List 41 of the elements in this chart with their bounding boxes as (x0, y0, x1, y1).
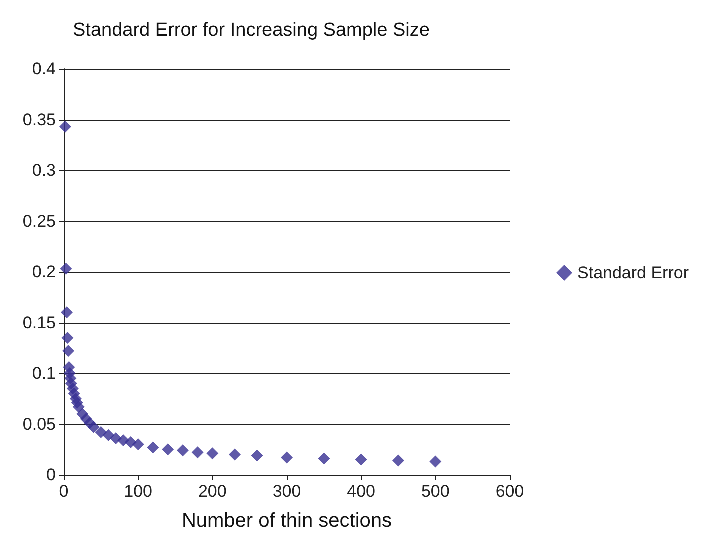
x-tick-label: 100 (124, 482, 153, 501)
y-tick-label: 0.25 (22, 212, 56, 231)
y-tick-label: 0.05 (22, 414, 56, 434)
point (72, 400, 85, 413)
point (318, 452, 330, 465)
point (162, 444, 174, 456)
point (228, 448, 241, 461)
point (62, 345, 74, 358)
y-tick-label: 0.15 (22, 313, 56, 332)
point (251, 450, 264, 462)
x-tick-label: 300 (272, 482, 302, 501)
point (392, 454, 404, 467)
point (60, 306, 73, 319)
point (59, 120, 72, 133)
point (62, 332, 74, 344)
point (147, 442, 160, 454)
point (430, 456, 442, 468)
point (176, 444, 189, 457)
point (206, 448, 219, 460)
point (60, 262, 72, 275)
y-tick-label: 0.2 (32, 262, 56, 282)
legend-label: Standard Error (578, 264, 690, 282)
point (132, 438, 144, 451)
point (88, 421, 100, 434)
y-tick-label: 0.4 (32, 60, 56, 78)
point (281, 452, 293, 464)
y-tick-label: 0.1 (32, 364, 56, 383)
point (355, 454, 368, 466)
point (95, 426, 108, 438)
x-tick-label: 200 (198, 482, 227, 501)
point (192, 446, 204, 459)
point (102, 429, 115, 442)
x-tick-label: 600 (496, 482, 524, 501)
x-tick-label: 400 (347, 482, 376, 501)
y-tick-label: 0.3 (32, 161, 56, 180)
chart-title: Standard Error for Increasing Sample Size (73, 20, 430, 41)
x-tick-label: 500 (421, 482, 450, 501)
x-axis-title: Number of thin sections (182, 510, 392, 532)
x-tick-label: 0 (59, 482, 69, 501)
y-tick-label: 0 (46, 466, 56, 484)
y-tick-label: 0.35 (22, 110, 56, 130)
